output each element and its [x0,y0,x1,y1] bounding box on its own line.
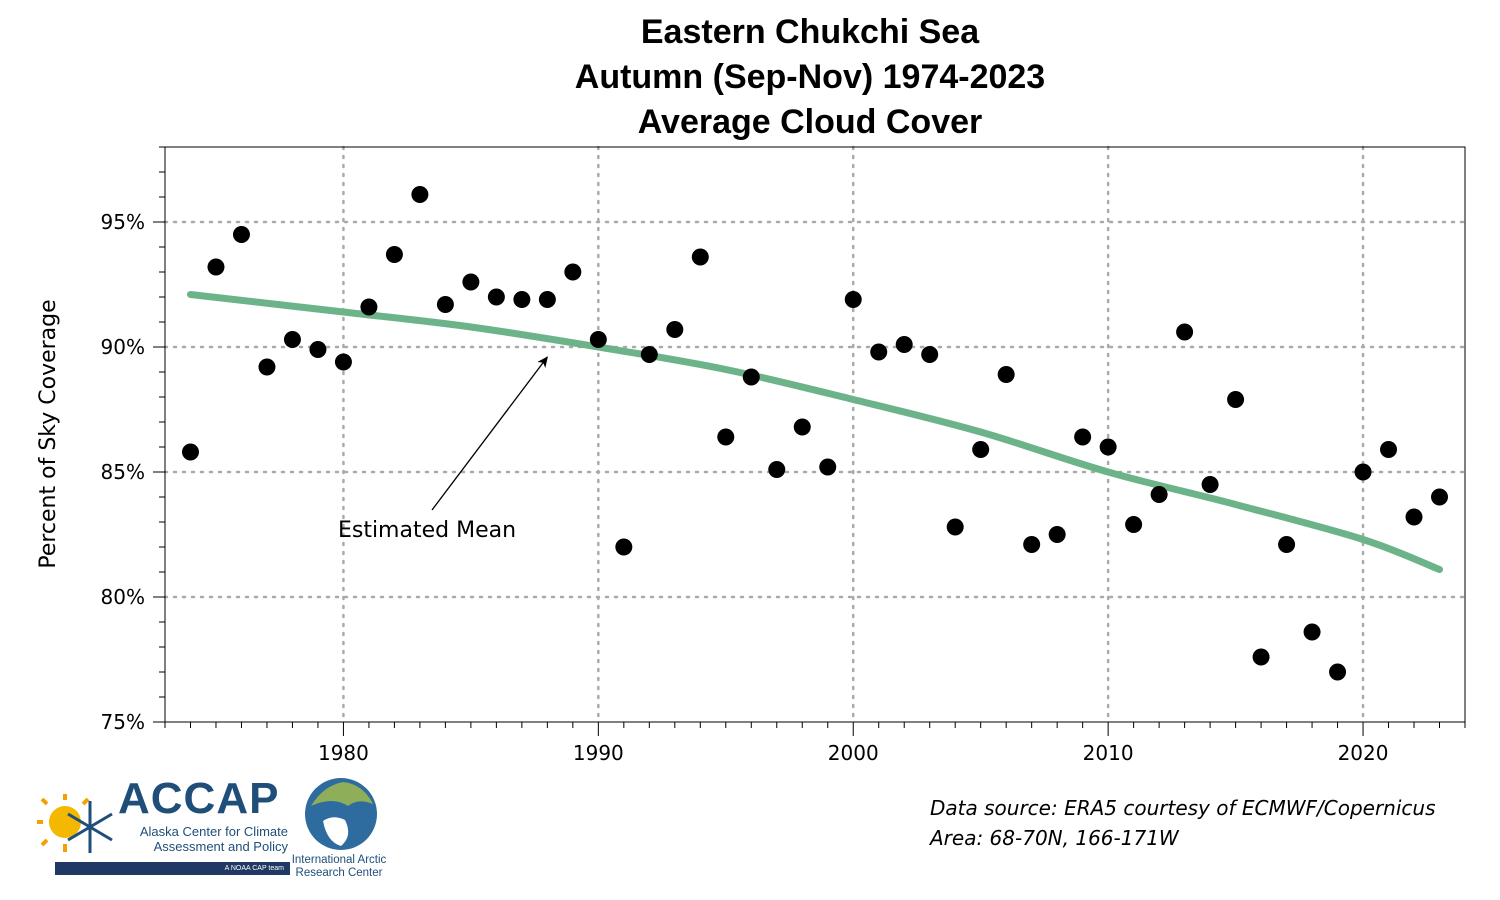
y-tick-label: 85% [101,460,145,484]
data-point [844,291,862,308]
accap-sub-line-2: Assessment and Policy [153,839,288,854]
title-line-1: Eastern Chukchi Sea [640,13,980,51]
data-point [385,246,403,263]
annotation-arrow [431,356,548,511]
data-point [997,366,1015,383]
data-point [1176,323,1194,341]
ticks [153,146,1466,736]
y-tick-label: 75% [101,710,145,734]
x-tick-label: 2000 [828,741,879,765]
data-points [181,186,1449,681]
data-point [819,458,837,476]
source-line-1: Data source: ERA5 courtesy of ECMWF/Cope… [930,796,1436,820]
y-tick-label: 90% [101,335,145,359]
accap-subtitle: Alaska Center for Climate Assessment and… [118,824,288,854]
grid [163,145,1467,724]
data-point [232,226,250,243]
data-point [564,263,582,281]
data-point [207,258,225,276]
x-tick-label: 2020 [1338,741,1389,765]
data-point [895,336,913,353]
accap-banner: A NOAA CAP team [55,862,290,875]
data-point [691,248,709,266]
data-point [1074,428,1092,446]
data-point [1329,663,1347,681]
data-point [411,186,429,203]
plot-frame [164,146,1466,723]
data-point [538,291,556,308]
data-point [513,291,531,308]
data-point [946,518,964,536]
data-point [793,418,811,436]
data-point [1380,441,1398,458]
y-tick-label: 80% [101,585,145,609]
title-line-3: Average Cloud Cover [637,103,983,141]
data-point [640,346,658,363]
iarc-logo: International Arctic Research Center [285,776,386,886]
data-point [1303,623,1321,641]
data-point [921,346,939,363]
accap-logo: ACCAP Alaska Center for Climate Assessme… [35,774,290,876]
data-point [487,288,505,306]
data-point [589,331,607,348]
iarc-line-1: International Arctic [291,854,387,866]
data-point [283,331,301,348]
data-point [1099,438,1117,456]
x-tick-label: 1980 [318,741,369,765]
data-point [972,441,990,458]
y-tick-labels: 75% 80% 85% 90% 95% [101,210,145,734]
data-point [258,358,276,376]
y-tick-label: 95% [101,210,145,234]
data-point [1405,508,1423,526]
x-tick-label: 1990 [573,741,624,765]
iarc-line-2: Research Center [295,867,383,879]
data-point [462,273,480,291]
data-point [1431,488,1449,506]
data-point [742,368,760,386]
data-point [1252,648,1270,666]
chart-title: Eastern Chukchi Sea Autumn (Sep-Nov) 197… [0,10,1500,145]
accap-name: ACCAP [118,774,280,823]
data-point [1354,463,1372,481]
x-tick-labels: 1980 1990 2000 2010 2020 [318,741,1389,765]
x-tick-label: 2010 [1083,741,1134,765]
data-point [768,461,786,478]
data-point [870,343,888,361]
sun-snowflake-icon [37,794,113,853]
data-point [717,428,735,446]
annotation-label: Estimated Mean [338,518,516,543]
data-point [1048,526,1066,543]
data-point [360,298,378,316]
data-point [334,353,352,371]
data-point [1023,536,1041,553]
data-point [615,538,633,556]
y-axis-label: Percent of Sky Coverage [36,299,61,568]
title-line-2: Autumn (Sep-Nov) 1974-2023 [574,58,1046,96]
data-point [1150,486,1168,503]
data-point [666,321,684,338]
estimated-mean-line [186,291,1444,573]
data-point [309,341,327,358]
data-point [181,443,199,461]
accap-sub-line-1: Alaska Center for Climate [139,824,288,839]
data-point [1125,516,1143,533]
data-point [1227,391,1245,408]
data-point [1278,536,1296,553]
data-point [1201,476,1219,493]
iarc-name: International Arctic Research Center [283,854,395,880]
source-line-2: Area: 68-70N, 166-171W [930,826,1179,850]
data-source-note: Data source: ERA5 courtesy of ECMWF/Cope… [930,793,1436,853]
globe-icon [305,778,377,850]
data-point [436,296,454,313]
